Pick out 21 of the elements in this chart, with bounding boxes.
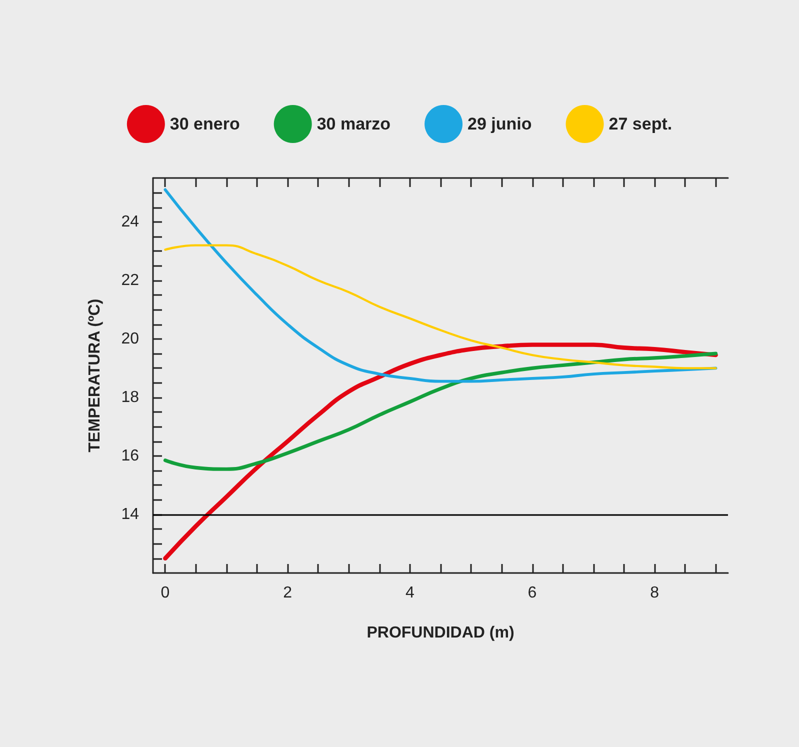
- y-tick-label: 14: [121, 506, 140, 523]
- y-tick-label: 20: [121, 330, 140, 348]
- line-series: [163, 352, 718, 471]
- y-axis-title: TEMPERATURA (ºC): [86, 298, 104, 452]
- y-tick-label: 18: [121, 388, 140, 406]
- x-tick-label: 0: [160, 584, 170, 602]
- y-tick-label: 16: [121, 447, 140, 464]
- x-tick-label: 6: [528, 584, 537, 602]
- legend-label: 30 marzo: [316, 114, 391, 134]
- line-series: [164, 244, 717, 370]
- x-axis-title: PROFUNDIDAD (m): [366, 624, 514, 642]
- legend-label: 27 sept.: [608, 114, 672, 134]
- line-series: [163, 342, 718, 561]
- legend-label: 29 junio: [468, 114, 532, 134]
- y-tick-label: 22: [121, 272, 140, 289]
- x-tick-label: 4: [405, 584, 414, 602]
- x-tick-label: 8: [650, 584, 660, 602]
- legend-label: 30 enero: [170, 114, 240, 134]
- line-series: [164, 188, 718, 383]
- y-tick-label: 24: [121, 213, 140, 230]
- x-tick-label: 2: [283, 584, 292, 602]
